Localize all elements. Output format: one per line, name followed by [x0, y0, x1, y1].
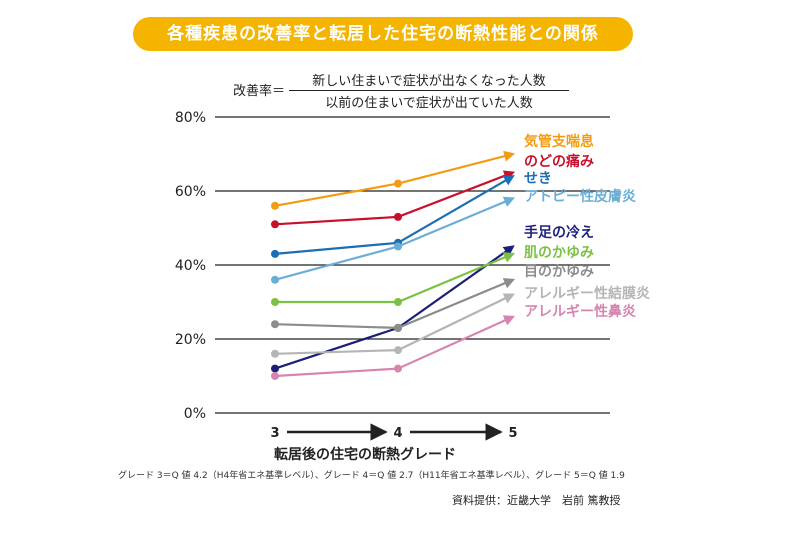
title-banner: [133, 17, 633, 51]
series-line: [274, 196, 516, 281]
series-label: せき: [524, 171, 552, 187]
data-point: [394, 364, 402, 373]
series-line: [274, 278, 516, 330]
data-point: [271, 275, 279, 284]
series-label: 気管支喘息: [524, 133, 594, 150]
data-point: [394, 298, 402, 306]
data-point: [271, 298, 279, 306]
data-point: [394, 242, 402, 251]
source-credit: 資料提供：近畿大学 岩前 篤教授: [452, 494, 621, 507]
series-label: アレルギー性結膜炎: [524, 285, 650, 302]
series-label: のどの痛み: [524, 153, 594, 170]
series-label: 目のかゆみ: [524, 264, 594, 280]
series-label: アレルギー性鼻炎: [524, 303, 636, 320]
data-point: [394, 212, 402, 221]
series-line: [274, 175, 515, 255]
data-point: [394, 323, 402, 332]
series-label: アトピー性皮膚炎: [524, 188, 636, 205]
chart-title: 各種疾患の改善率と転居した住宅の断熱性能との関係: [167, 24, 599, 44]
formula-lhs: 改善率＝: [233, 84, 286, 99]
data-point: [271, 349, 279, 358]
data-point: [271, 220, 279, 229]
y-tick-label: 20%: [175, 332, 206, 348]
x-tick-label: 3: [270, 426, 279, 441]
y-tick-label: 80%: [175, 110, 206, 126]
data-point: [271, 249, 279, 258]
x-tick-label: 4: [393, 426, 402, 441]
data-point: [271, 201, 279, 210]
data-point: [394, 346, 402, 355]
x-tick-label: 5: [508, 426, 517, 441]
data-point: [271, 320, 279, 329]
series-label: 手足の冷え: [524, 224, 594, 241]
series-label: 肌のかゆみ: [524, 245, 594, 261]
x-axis-label: 転居後の住宅の断熱グレード: [274, 447, 456, 463]
y-tick-label: 60%: [175, 184, 206, 200]
data-point: [271, 364, 279, 373]
data-point: [394, 179, 402, 188]
y-tick-label: 40%: [175, 258, 206, 274]
y-tick-label: 0%: [184, 406, 206, 422]
formula-fraction: 新しい住まいで症状が出なくなった人数 以前の住まいで症状が出ていた人数: [289, 70, 569, 111]
data-point: [271, 372, 279, 380]
formula-numerator: 新しい住まいで症状が出なくなった人数: [289, 70, 569, 91]
footnote: グレード 3＝Q 値 4.2（H4年省エネ基準レベル）、グレード 4＝Q 値 2…: [118, 471, 625, 481]
formula-denominator: 以前の住まいで症状が出ていた人数: [325, 96, 533, 111]
